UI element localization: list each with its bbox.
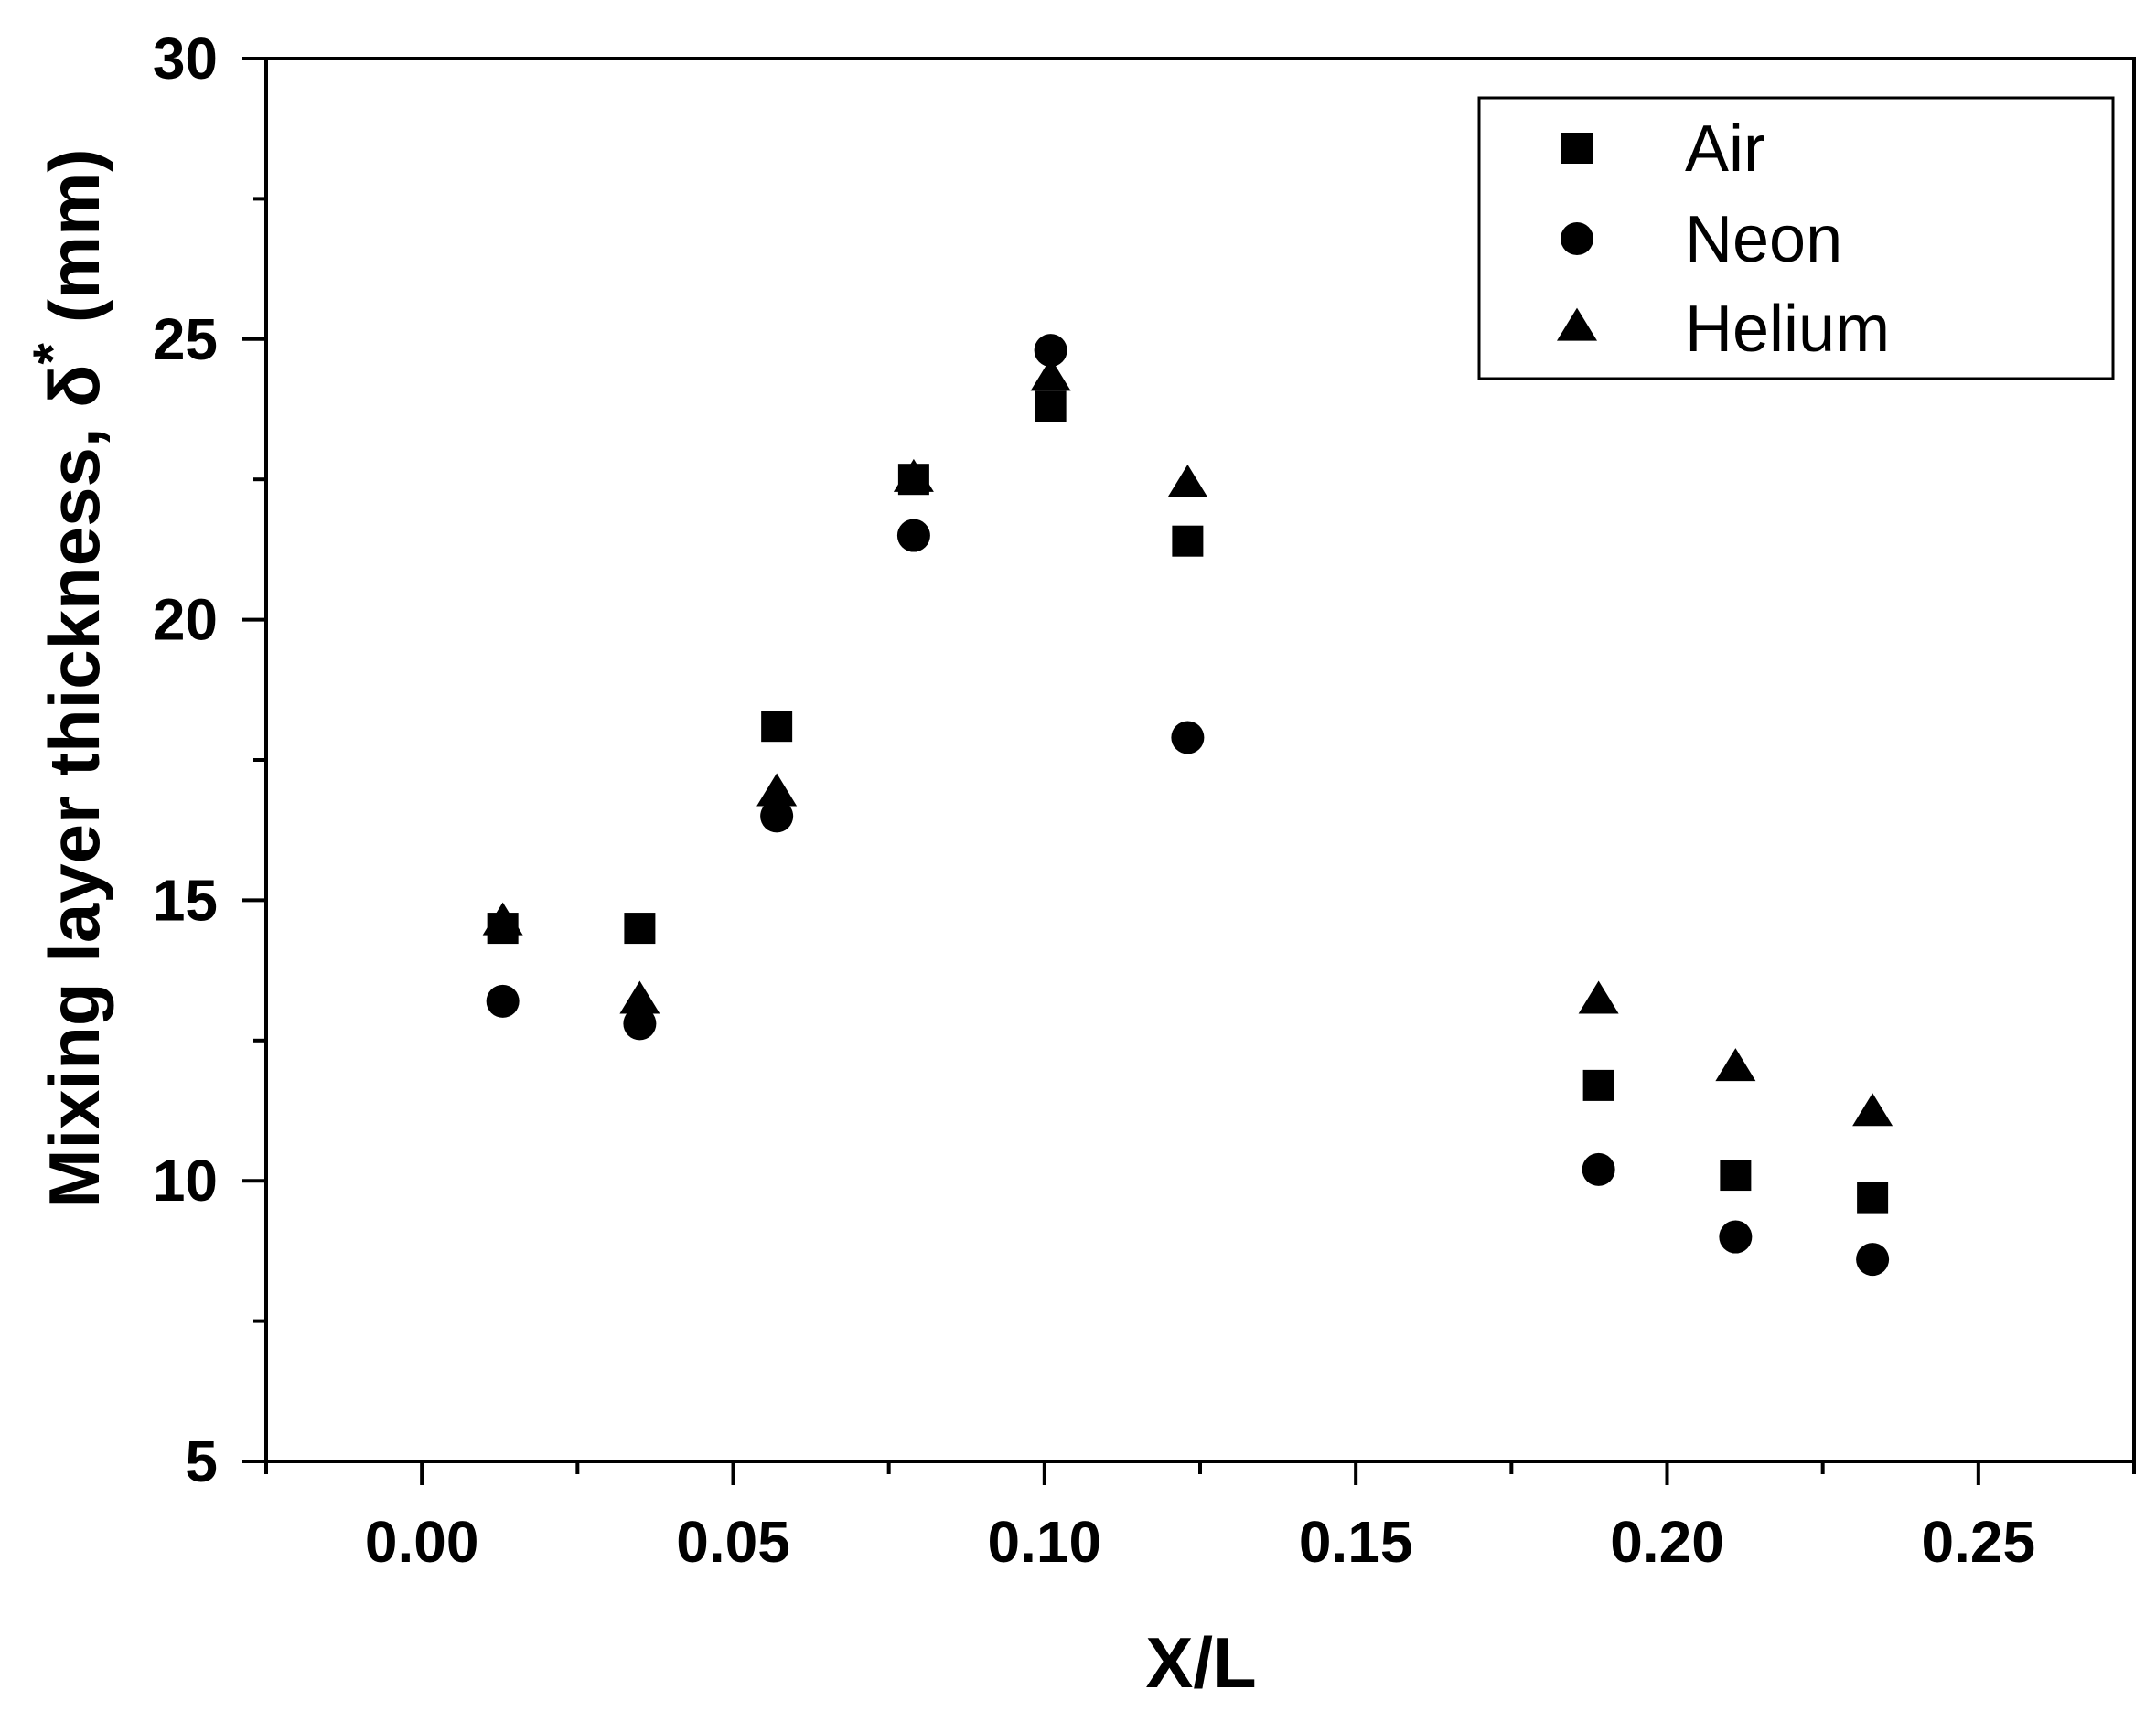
y-axis-title: Mixing layer thickness, δ* (mm): [22, 148, 114, 1208]
x-tick-label: 0.20: [1610, 1509, 1724, 1575]
x-tick-label: 0.05: [676, 1509, 790, 1575]
legend-label-helium: Helium: [1685, 293, 1890, 366]
square-marker-air: [1857, 1182, 1889, 1214]
legend-item-helium: Helium: [1557, 293, 1890, 366]
triangle-marker-helium: [1852, 1093, 1893, 1127]
square-marker-air: [1720, 1160, 1752, 1192]
circle-marker-neon: [1034, 334, 1067, 368]
y-axis-tick-labels: 5 10 15 20 25 30: [153, 26, 218, 1494]
x-axis-tick-labels: 0.00 0.05 0.10 0.15 0.20 0.25: [365, 1509, 2035, 1575]
triangle-marker-helium: [893, 458, 934, 492]
legend-item-air: Air: [1561, 112, 1765, 186]
y-axis-title-unit: (mm): [34, 148, 114, 323]
series-helium: [482, 358, 1893, 1127]
circle-marker-neon: [896, 519, 930, 552]
legend-circle-marker: [1561, 222, 1593, 255]
x-axis-ticks: [264, 1461, 2136, 1485]
square-marker-air: [1035, 390, 1067, 422]
y-tick-label: 15: [153, 867, 218, 933]
triangle-marker-helium: [619, 980, 660, 1014]
circle-marker-neon: [1171, 721, 1205, 754]
legend-label-air: Air: [1685, 112, 1765, 186]
circle-marker-neon: [760, 799, 794, 833]
triangle-marker-helium: [1030, 358, 1071, 391]
x-tick-label: 0.25: [1922, 1509, 2036, 1575]
legend-square-marker: [1561, 133, 1593, 164]
triangle-marker-helium: [482, 902, 523, 936]
square-marker-air: [624, 913, 656, 945]
series-neon: [486, 334, 1890, 1277]
legend-label-neon: Neon: [1685, 203, 1842, 276]
y-tick-label: 5: [185, 1428, 218, 1494]
square-marker-air: [1172, 525, 1204, 557]
circle-marker-neon: [623, 1007, 657, 1041]
triangle-marker-helium: [756, 773, 798, 807]
y-axis-title-superscript: *: [22, 343, 83, 365]
triangle-marker-helium: [1578, 980, 1619, 1014]
y-tick-label: 10: [153, 1148, 218, 1214]
legend-triangle-marker: [1557, 307, 1597, 341]
x-tick-label: 0.00: [365, 1509, 479, 1575]
circle-marker-neon: [1719, 1220, 1753, 1254]
y-tick-label: 25: [153, 306, 218, 372]
triangle-marker-helium: [1715, 1048, 1756, 1082]
x-axis-title: X/L: [1145, 1622, 1256, 1703]
y-axis-title-main: Mixing layer thickness, δ: [34, 365, 114, 1209]
circle-marker-neon: [1582, 1152, 1615, 1186]
data-markers: [482, 334, 1893, 1277]
square-marker-air: [1582, 1069, 1614, 1101]
square-marker-air: [761, 711, 793, 743]
legend: Air Neon Helium: [1477, 96, 2115, 380]
x-tick-label: 0.15: [1299, 1509, 1413, 1575]
x-tick-label: 0.10: [988, 1509, 1102, 1575]
circle-marker-neon: [1856, 1243, 1890, 1277]
circle-marker-neon: [486, 984, 520, 1018]
y-tick-label: 30: [153, 26, 218, 91]
legend-item-neon: Neon: [1561, 203, 1842, 276]
y-tick-label: 20: [153, 587, 218, 653]
y-axis-ticks: [242, 57, 266, 1463]
triangle-marker-helium: [1167, 465, 1208, 498]
